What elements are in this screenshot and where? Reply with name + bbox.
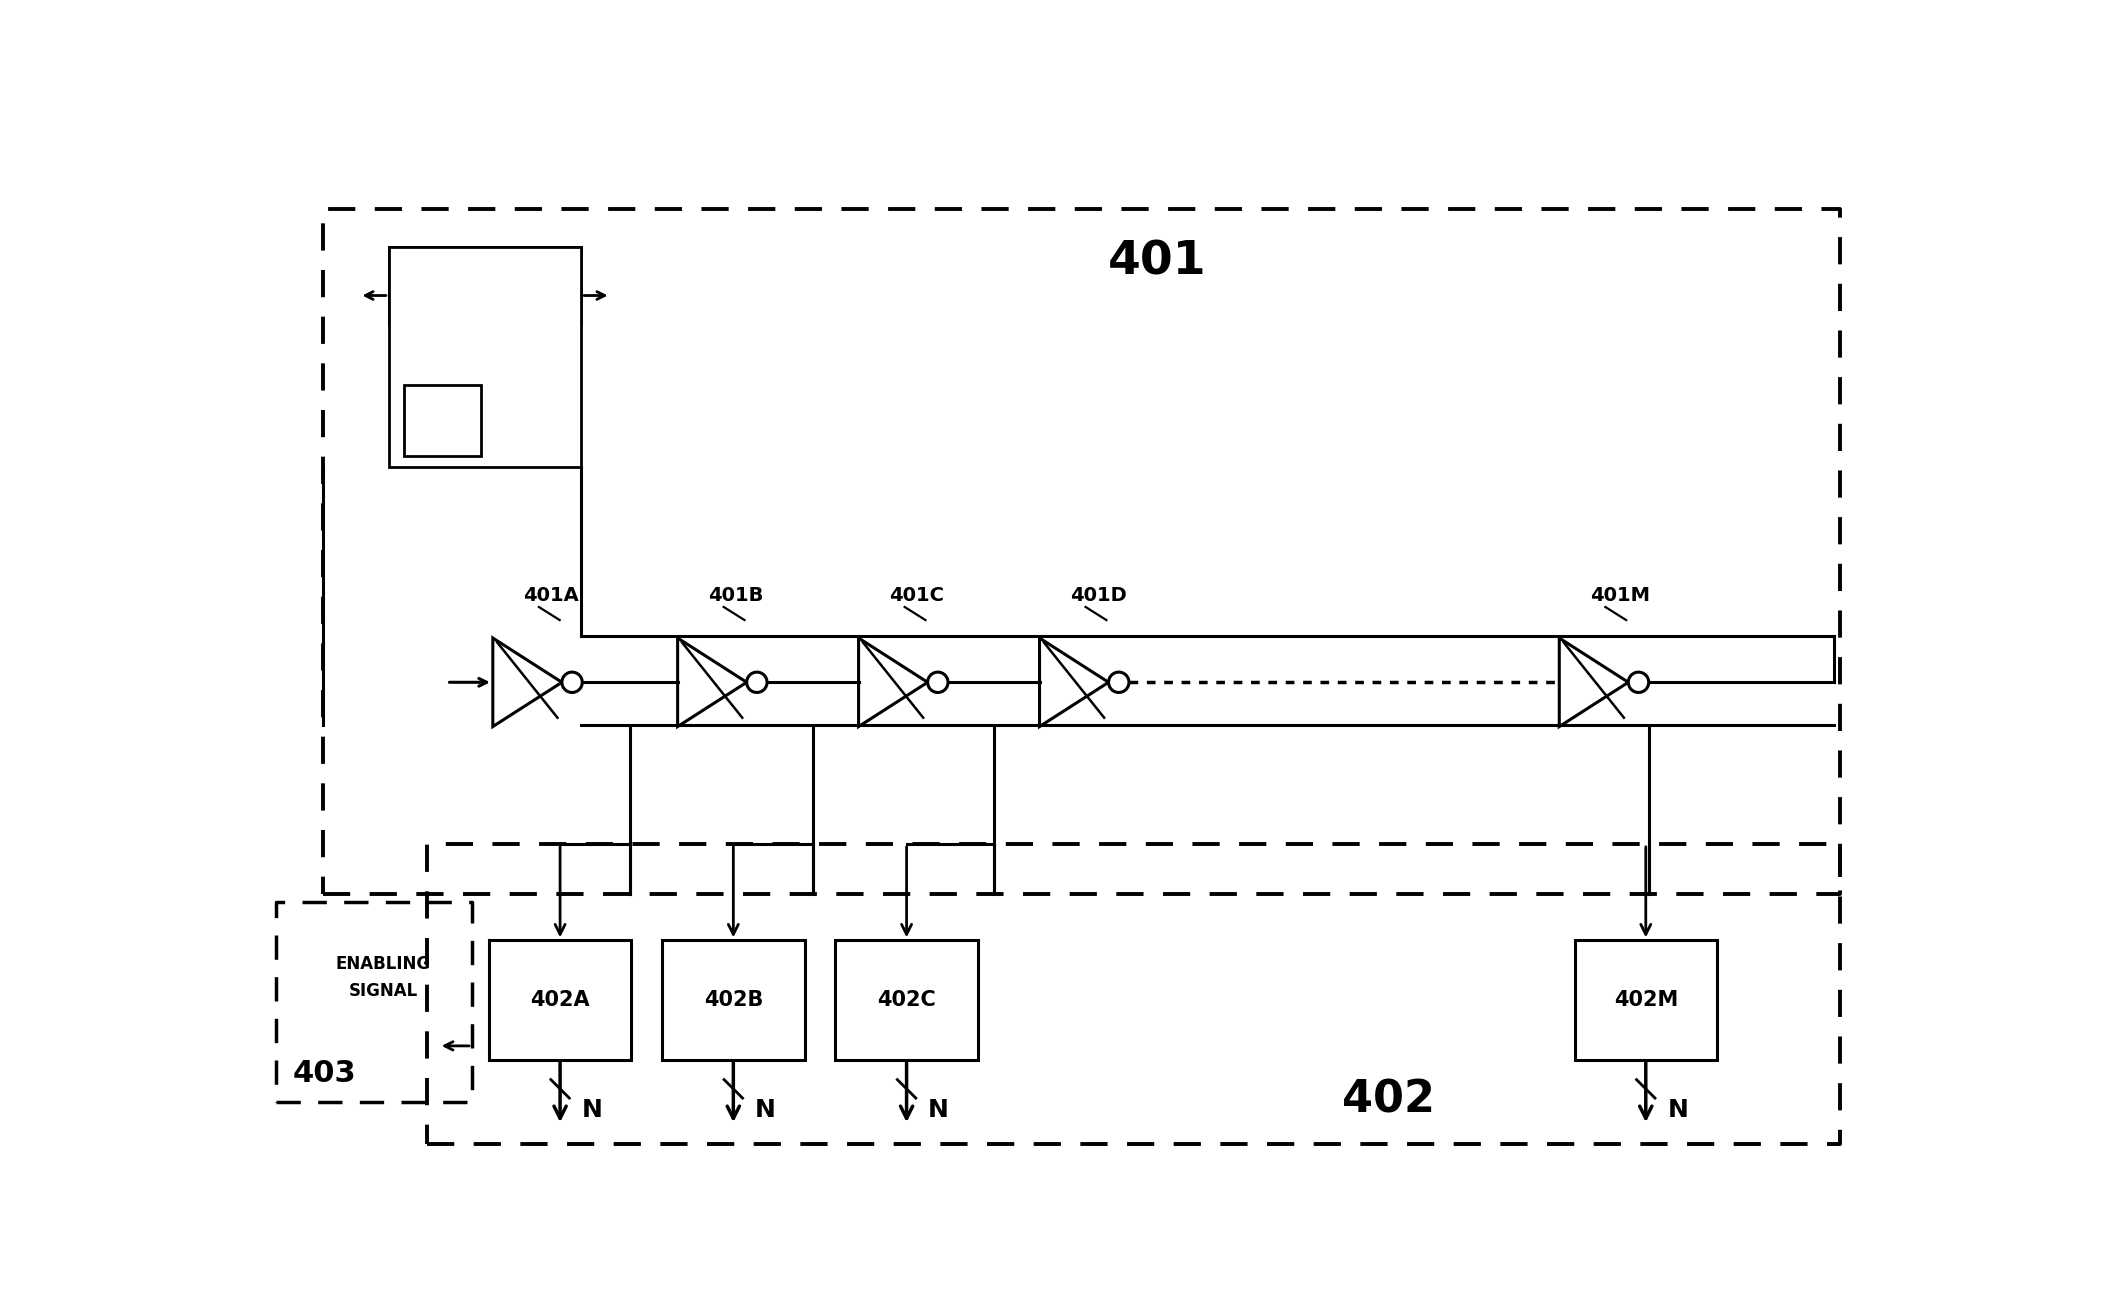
Text: 401M: 401M: [1589, 586, 1650, 604]
Circle shape: [928, 672, 949, 692]
Text: 401D: 401D: [1069, 586, 1126, 604]
Text: N: N: [581, 1098, 602, 1121]
Text: 401: 401: [1109, 240, 1207, 284]
Text: 402: 402: [1342, 1078, 1435, 1121]
Bar: [488, 940, 632, 1059]
Bar: [835, 940, 978, 1059]
Text: 401A: 401A: [524, 586, 579, 604]
Text: N: N: [928, 1098, 949, 1121]
Text: 402A: 402A: [530, 990, 590, 1009]
Text: 401B: 401B: [708, 586, 763, 604]
Text: 401C: 401C: [890, 586, 945, 604]
Text: N: N: [754, 1098, 775, 1121]
Text: 403: 403: [292, 1059, 357, 1088]
Text: ENABLING: ENABLING: [336, 955, 431, 973]
Bar: [661, 940, 805, 1059]
Text: 402C: 402C: [877, 990, 936, 1009]
Text: 402B: 402B: [704, 990, 763, 1009]
Bar: [404, 386, 482, 455]
Circle shape: [1629, 672, 1648, 692]
Text: 402M: 402M: [1614, 990, 1678, 1009]
Circle shape: [1109, 672, 1128, 692]
Circle shape: [562, 672, 583, 692]
Text: N: N: [1667, 1098, 1688, 1121]
Circle shape: [746, 672, 767, 692]
Text: SIGNAL: SIGNAL: [349, 982, 418, 1000]
Bar: [1574, 940, 1718, 1059]
Bar: [389, 247, 581, 467]
